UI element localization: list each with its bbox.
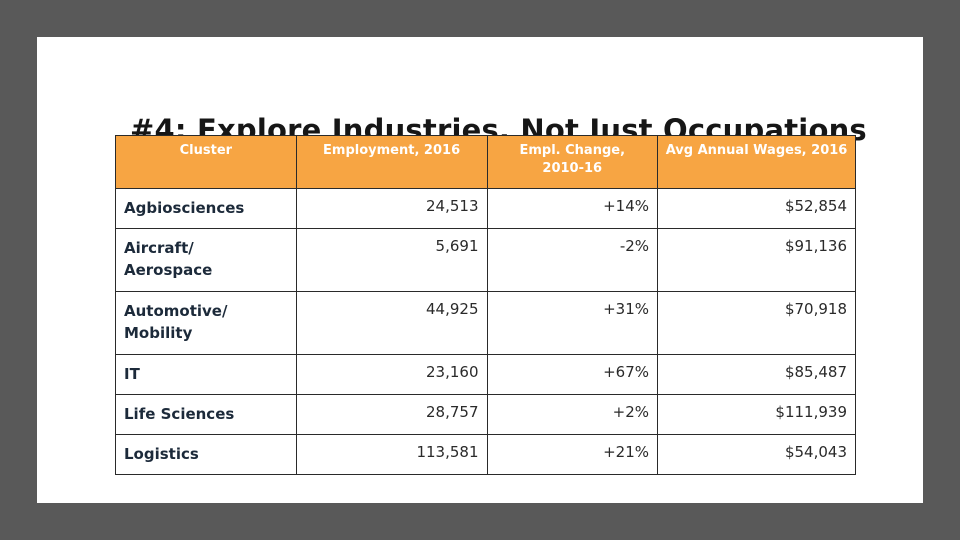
cluster-line1: Aircraft/ [124, 239, 194, 257]
cluster-cell: IT [115, 354, 297, 395]
employment-cell: 44,925 [295, 291, 488, 355]
change-cell: +14% [486, 188, 659, 229]
wages-cell: $52,854 [657, 188, 856, 229]
cluster-cell: Life Sciences [115, 394, 297, 435]
wages-cell: $85,487 [657, 354, 856, 395]
table-row: Aircraft/Aerospace 5,691 -2% $91,136 [115, 228, 856, 292]
header-wages: Avg Annual Wages, 2016 [657, 135, 856, 189]
table-row: Automotive/Mobility 44,925 +31% $70,918 [115, 291, 856, 355]
wages-cell: $91,136 [657, 228, 856, 292]
industry-table: Cluster Employment, 2016 Empl. Change, 20… [115, 135, 856, 475]
header-change-line1: Empl. Change, [519, 143, 626, 158]
employment-cell: 28,757 [295, 394, 488, 435]
table-row: Life Sciences 28,757 +2% $111,939 [115, 394, 856, 435]
header-change: Empl. Change, 2010-16 [486, 135, 659, 189]
change-cell: +2% [486, 394, 659, 435]
table-row: IT 23,160 +67% $85,487 [115, 354, 856, 395]
change-cell: -2% [486, 228, 659, 292]
change-cell: +67% [486, 354, 659, 395]
header-employment: Employment, 2016 [295, 135, 488, 189]
employment-cell: 113,581 [295, 434, 488, 475]
cluster-cell: Logistics [115, 434, 297, 475]
table-header-row: Cluster Employment, 2016 Empl. Change, 20… [115, 135, 856, 189]
employment-cell: 23,160 [295, 354, 488, 395]
cluster-cell: Automotive/Mobility [115, 291, 297, 355]
cluster-line2: Aerospace [124, 261, 213, 279]
header-cluster: Cluster [115, 135, 297, 189]
employment-cell: 24,513 [295, 188, 488, 229]
change-cell: +31% [486, 291, 659, 355]
slide: #4: Explore Industries, Not Just Occupat… [37, 37, 923, 503]
table-row: Logistics 113,581 +21% $54,043 [115, 434, 856, 475]
cluster-line1: Automotive/ [124, 302, 228, 320]
cluster-line2: Mobility [124, 324, 193, 342]
cluster-cell: Agbiosciences [115, 188, 297, 229]
wages-cell: $111,939 [657, 394, 856, 435]
wages-cell: $70,918 [657, 291, 856, 355]
header-change-line2: 2010-16 [542, 161, 603, 176]
cluster-cell: Aircraft/Aerospace [115, 228, 297, 292]
table-row: Agbiosciences 24,513 +14% $52,854 [115, 188, 856, 229]
wages-cell: $54,043 [657, 434, 856, 475]
change-cell: +21% [486, 434, 659, 475]
employment-cell: 5,691 [295, 228, 488, 292]
